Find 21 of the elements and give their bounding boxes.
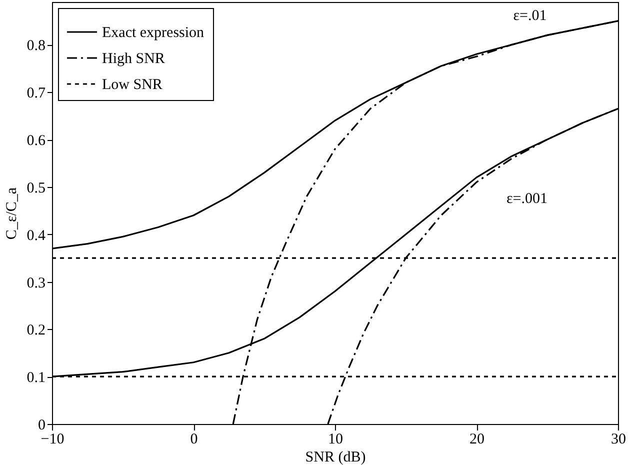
annotation: ε=.01 bbox=[513, 8, 547, 24]
x-tick-label: 10 bbox=[328, 432, 343, 448]
x-tick-label: −10 bbox=[40, 432, 64, 448]
legend-label: Low SNR bbox=[102, 77, 162, 93]
y-tick-label: 0.7 bbox=[26, 86, 46, 102]
y-tick-label: 0.6 bbox=[26, 133, 46, 150]
y-tick-label: 0.8 bbox=[26, 38, 46, 54]
x-tick-label: 0 bbox=[190, 432, 198, 448]
y-tick-label: 0.2 bbox=[26, 322, 46, 339]
y-tick-label: 0.4 bbox=[26, 228, 46, 244]
x-axis-title: SNR (dB) bbox=[305, 450, 366, 465]
x-tick-label: 30 bbox=[611, 432, 626, 448]
legend-label: High SNR bbox=[102, 51, 165, 67]
legend-label: Exact expression bbox=[102, 25, 205, 41]
y-axis-title: C_ε/C_a bbox=[4, 187, 20, 240]
y-tick-label: 0.3 bbox=[26, 275, 46, 292]
y-tick-label: 0.1 bbox=[26, 370, 46, 386]
annotation: ε=.001 bbox=[506, 191, 548, 207]
y-tick-label: 0.5 bbox=[26, 180, 46, 196]
x-tick-label: 20 bbox=[470, 432, 484, 448]
y-tick-label: 0 bbox=[38, 418, 46, 434]
